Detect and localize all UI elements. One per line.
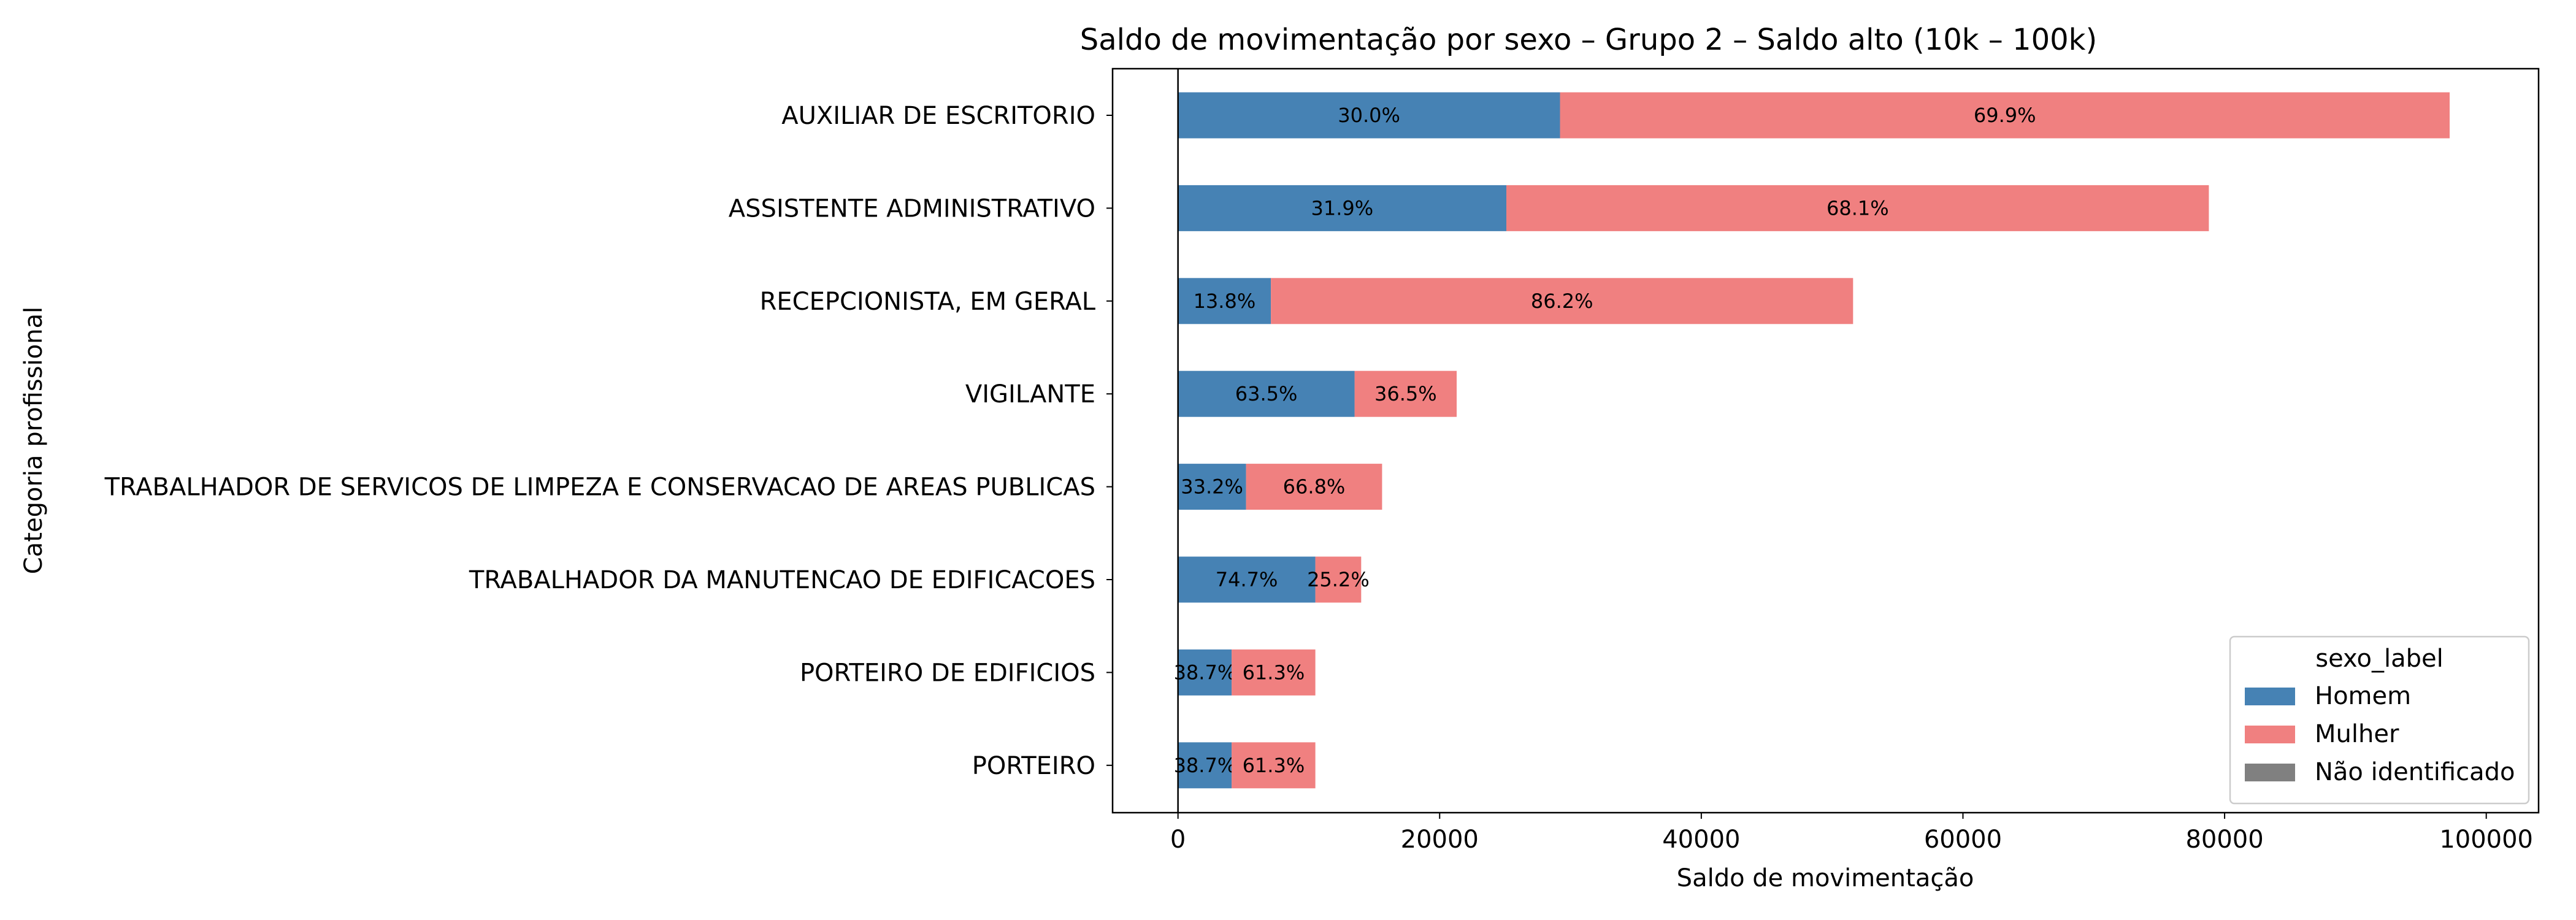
bar-value-label: 74.7% — [1216, 568, 1278, 591]
bars-layer: 30.0% 69.9% 31.9% 68.1% 13.8% 86.2% 63.5% 36.5%… — [1174, 92, 2450, 789]
bar-mulher-3 — [1354, 370, 1457, 417]
bar-mulher-4 — [1246, 464, 1382, 510]
bar-homem-1 — [1178, 185, 1507, 231]
y-tick-label: RECEPCIONISTA, EM GERAL — [760, 288, 1096, 316]
bar-value-label: 33.2% — [1181, 475, 1243, 499]
bar-homem-4 — [1178, 464, 1246, 510]
bar-homem-3 — [1178, 370, 1355, 417]
bar-value-label: 86.2% — [1531, 289, 1593, 313]
legend-item-label: Mulher — [2315, 720, 2399, 748]
bar-homem-0 — [1178, 92, 1560, 139]
bar-value-label: 30.0% — [1338, 104, 1400, 127]
plot-frame — [1111, 67, 2540, 814]
x-tick-label: 80000 — [2185, 826, 2263, 854]
bar-mulher-1 — [1506, 185, 2209, 231]
y-axis-label: Categoria profissional — [20, 307, 48, 574]
legend-swatch — [2245, 764, 2295, 781]
y-tick-label: PORTEIRO — [972, 752, 1095, 780]
y-tick-label: PORTEIRO DE EDIFICIOS — [800, 659, 1095, 687]
y-tick-label: TRABALHADOR DE SERVICOS DE LIMPEZA E CON… — [104, 473, 1095, 502]
bar-homem-7 — [1178, 742, 1232, 789]
bar-mulher-6 — [1232, 649, 1316, 696]
legend-title: sexo_label — [2315, 645, 2443, 673]
legend: sexo_label Homem Mulher Não identificado — [2229, 635, 2530, 805]
y-tick-label: ASSISTENTE ADMINISTRATIVO — [729, 194, 1095, 223]
chart-title: Saldo de movimentação por sexo – Grupo 2… — [1080, 23, 2097, 57]
x-tick-label: 0 — [1170, 826, 1186, 854]
y-axis: AUXILIAR DE ESCRITORIO ASSISTENTE ADMINIS… — [104, 102, 1113, 780]
bar-value-label: 63.5% — [1235, 382, 1298, 405]
legend-item-label: Homem — [2315, 682, 2411, 710]
bar-value-label: 25.2% — [1307, 568, 1370, 591]
x-tick-label: 60000 — [1924, 826, 2002, 854]
x-axis: 0 20000 40000 60000 80000 100000 — [1170, 813, 2533, 854]
x-tick-label: 20000 — [1401, 826, 1479, 854]
bar-mulher-2 — [1271, 278, 1853, 324]
legend-swatch — [2245, 688, 2295, 705]
x-tick-label: 40000 — [1662, 826, 1740, 854]
bar-value-label: 61.3% — [1243, 754, 1305, 777]
bar-mulher-5 — [1315, 556, 1362, 603]
bar-mulher-7 — [1232, 742, 1316, 789]
legend-swatch — [2245, 726, 2295, 743]
bar-value-label: 38.7% — [1174, 661, 1236, 684]
bar-homem-2 — [1178, 278, 1271, 324]
legend-item-label: Não identificado — [2315, 758, 2515, 786]
legend-box — [2229, 635, 2530, 805]
bar-value-label: 36.5% — [1374, 382, 1437, 405]
y-tick-label: TRABALHADOR DA MANUTENCAO DE EDIFICACOES — [469, 566, 1095, 594]
bar-value-label: 38.7% — [1174, 754, 1236, 777]
bar-value-label: 69.9% — [1974, 104, 2036, 127]
bar-mulher-0 — [1560, 92, 2450, 139]
bar-homem-5 — [1178, 556, 1316, 603]
bar-value-label: 66.8% — [1283, 475, 1346, 499]
x-axis-label: Saldo de movimentação — [1677, 864, 1974, 892]
bar-value-label: 68.1% — [1827, 196, 1889, 220]
bar-value-label: 13.8% — [1194, 289, 1256, 313]
y-tick-label: AUXILIAR DE ESCRITORIO — [781, 102, 1095, 130]
bar-value-label: 31.9% — [1311, 196, 1373, 220]
x-tick-label: 100000 — [2439, 826, 2533, 854]
bar-homem-6 — [1178, 649, 1232, 696]
y-tick-label: VIGILANTE — [965, 380, 1095, 408]
bar-value-label: 61.3% — [1243, 661, 1305, 684]
